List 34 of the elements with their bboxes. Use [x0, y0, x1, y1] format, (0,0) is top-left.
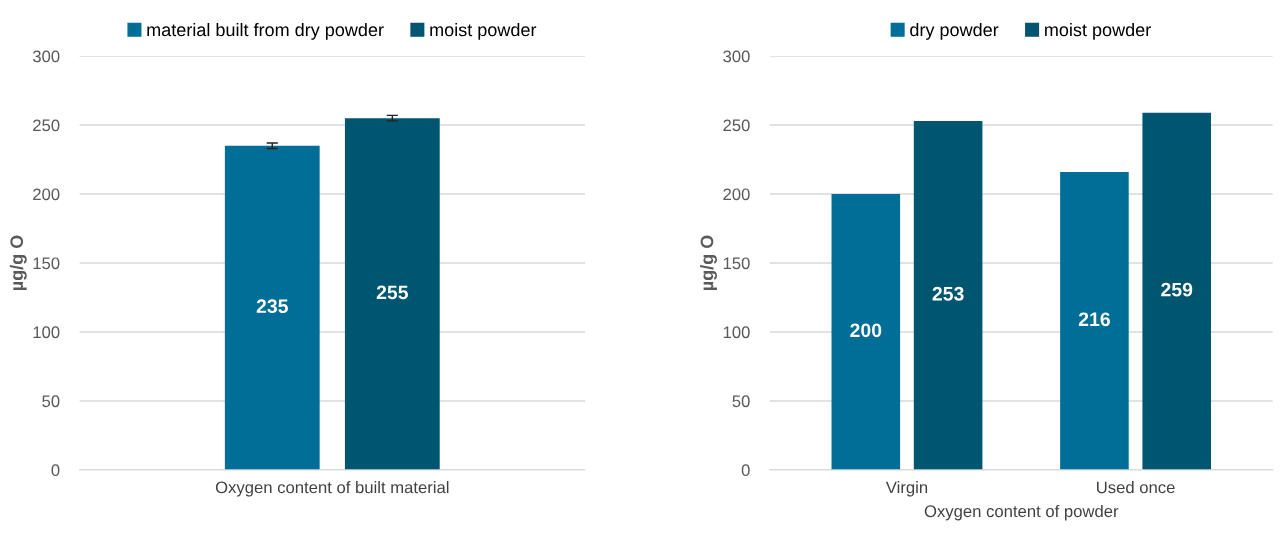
- x-tick-label: Virgin: [885, 481, 928, 497]
- y-tick-label: 100: [723, 326, 750, 339]
- y-tick-label: 300: [32, 50, 60, 63]
- x-axis-title: Oxygen content of powder: [924, 504, 1119, 521]
- y-tick-label: 50: [42, 395, 60, 408]
- y-tick-label: 100: [33, 326, 60, 339]
- data-label: 235: [256, 299, 288, 314]
- y-tick-label: 150: [723, 257, 750, 270]
- bar: [1142, 112, 1212, 470]
- y-tick-label: 250: [33, 119, 60, 132]
- x-tick-label: Used once: [1097, 481, 1175, 494]
- y-axis-title: µg/g O: [700, 235, 717, 291]
- legend-label: moist powder: [430, 22, 537, 40]
- y-tick-label: 150: [33, 257, 60, 270]
- y-tick-label: 50: [732, 395, 750, 408]
- y-tick-label: 200: [723, 188, 750, 201]
- legend-label: material built from dry powder: [147, 22, 384, 40]
- y-tick-label: 250: [723, 119, 750, 132]
- data-label: 200: [850, 323, 882, 338]
- legend-label: dry powder: [910, 22, 999, 40]
- data-label: 259: [1161, 282, 1193, 297]
- y-tick-label: 200: [33, 188, 60, 201]
- y-tick-label: 0: [741, 464, 750, 477]
- y-tick-label: 300: [723, 50, 750, 63]
- bar: [1060, 171, 1129, 470]
- y-axis-title: µg/g O: [9, 235, 27, 291]
- x-tick-label: Oxygen content of built material: [215, 481, 449, 497]
- bar: [831, 194, 901, 470]
- data-label: 253: [932, 286, 964, 301]
- legend-label: moist powder: [1045, 22, 1151, 40]
- bar: [913, 120, 983, 470]
- data-label: 255: [376, 285, 409, 300]
- y-tick-label: 0: [51, 464, 60, 477]
- data-label: 216: [1078, 312, 1110, 327]
